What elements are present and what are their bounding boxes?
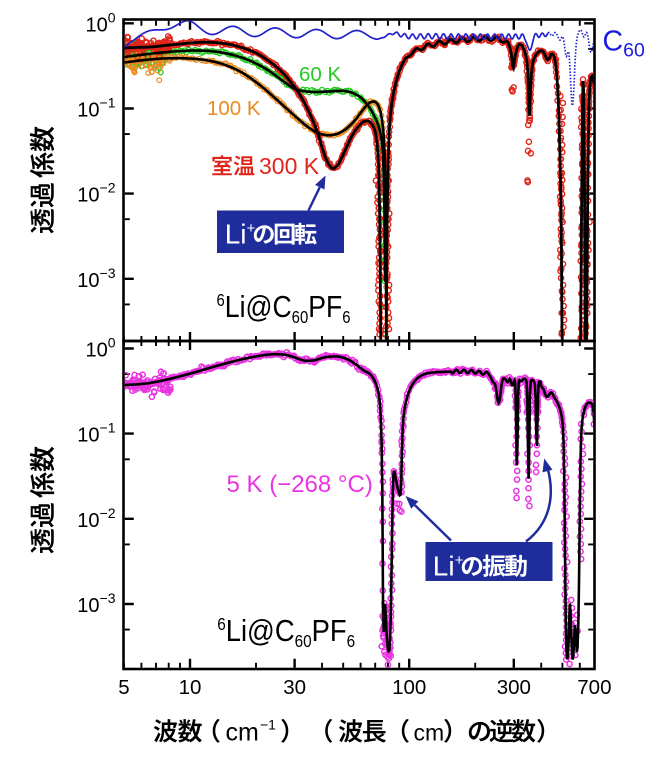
svg-text:300: 300 bbox=[497, 676, 531, 699]
svg-text:300 K: 300 K bbox=[259, 153, 320, 179]
svg-text:+: + bbox=[455, 552, 464, 569]
svg-text:10: 10 bbox=[179, 676, 202, 699]
svg-text:C60: C60 bbox=[603, 26, 645, 62]
svg-text:5 K (−268 °C): 5 K (−268 °C) bbox=[227, 471, 373, 498]
svg-text:10−2: 10−2 bbox=[77, 505, 115, 532]
svg-text:6Li@C60PF6: 6Li@C60PF6 bbox=[217, 614, 355, 651]
svg-text:cm: cm bbox=[414, 719, 445, 745]
svg-text:Li: Li bbox=[225, 218, 247, 249]
svg-text:100: 100 bbox=[392, 676, 426, 699]
svg-text:5: 5 bbox=[118, 676, 129, 699]
svg-text:10−1: 10−1 bbox=[77, 95, 115, 122]
svg-text:Li: Li bbox=[433, 551, 455, 582]
svg-text:100 K: 100 K bbox=[207, 97, 261, 120]
svg-text:10−1: 10−1 bbox=[77, 420, 115, 447]
svg-text:+: + bbox=[247, 220, 256, 237]
svg-text:30: 30 bbox=[283, 676, 306, 699]
svg-text:60 K: 60 K bbox=[299, 63, 341, 86]
svg-text:10−3: 10−3 bbox=[77, 590, 115, 617]
svg-text:6Li@C60PF6: 6Li@C60PF6 bbox=[217, 290, 351, 327]
svg-text:700: 700 bbox=[577, 676, 611, 699]
svg-text:−1: −1 bbox=[260, 716, 276, 732]
svg-text:cm: cm bbox=[226, 718, 259, 746]
